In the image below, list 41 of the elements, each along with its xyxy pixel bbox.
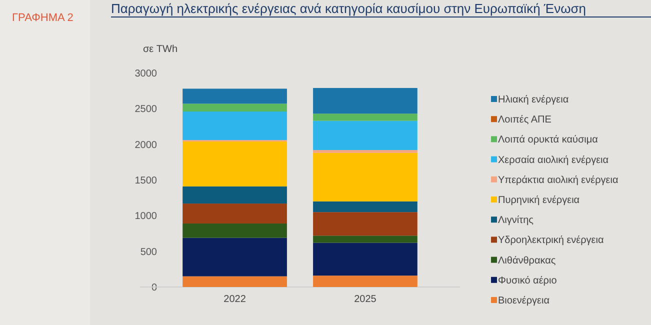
legend-label: Φυσικό αέριο: [498, 275, 558, 286]
y-tick-label: 500: [140, 246, 158, 258]
bar: [313, 242, 418, 276]
x-tick-label: 2022: [224, 294, 246, 305]
bar: [182, 112, 287, 140]
y-tick-label: 1000: [134, 211, 158, 222]
bar: [182, 186, 287, 204]
text: ΓΡΑΦΗΜΑ 2: [12, 12, 74, 24]
bar: [313, 201, 418, 212]
bar: [182, 276, 287, 287]
bar: [182, 224, 287, 238]
bar: [313, 276, 418, 287]
chart-title: Παραγωγή ηλεκτρικής ενέργειας ανά κατηγορία καυσίμου στην Ευρωπαϊκή Ένωση: [111, 1, 586, 16]
bar: [313, 114, 418, 121]
bar: [313, 236, 418, 243]
legend-label: Λοιπά ορυκτά καύσιμα: [498, 134, 598, 146]
bar: [182, 141, 287, 186]
bar: [313, 152, 418, 202]
bar: [313, 150, 418, 153]
y-tick-label: 2000: [134, 140, 158, 151]
legend-label: Υπεράκτια αιολική ενέργεια: [498, 174, 618, 186]
x-tick-label: 2025: [354, 294, 377, 305]
legend-label: Λιθάνθρακας: [498, 255, 556, 266]
legend-label: Λιγνίτης: [498, 215, 534, 226]
legend-label: Υδροηλεκτρική ενέργεια: [498, 235, 604, 246]
bar: [313, 120, 418, 150]
legend-label: Χερσαία αιολική ενέργεια: [498, 154, 609, 166]
bar: [182, 204, 287, 224]
legend-label: Βιοενέργεια: [498, 296, 550, 306]
bar: [182, 104, 287, 112]
bar: [313, 88, 418, 114]
legend-label: Πυρηνική ενέργεια: [498, 195, 580, 206]
y-tick-label: 2500: [134, 104, 158, 116]
y-axis-title: σε TWh: [143, 44, 178, 55]
y-tick-label: 3000: [134, 68, 158, 80]
bar: [313, 212, 418, 236]
bar: [182, 238, 287, 276]
y-tick-label: 1500: [134, 176, 158, 186]
legend-label: Λοιπές ΑΠΕ: [498, 114, 552, 126]
legend-label: Ηλιακή ενέργεια: [498, 94, 569, 106]
bar: [182, 88, 287, 104]
